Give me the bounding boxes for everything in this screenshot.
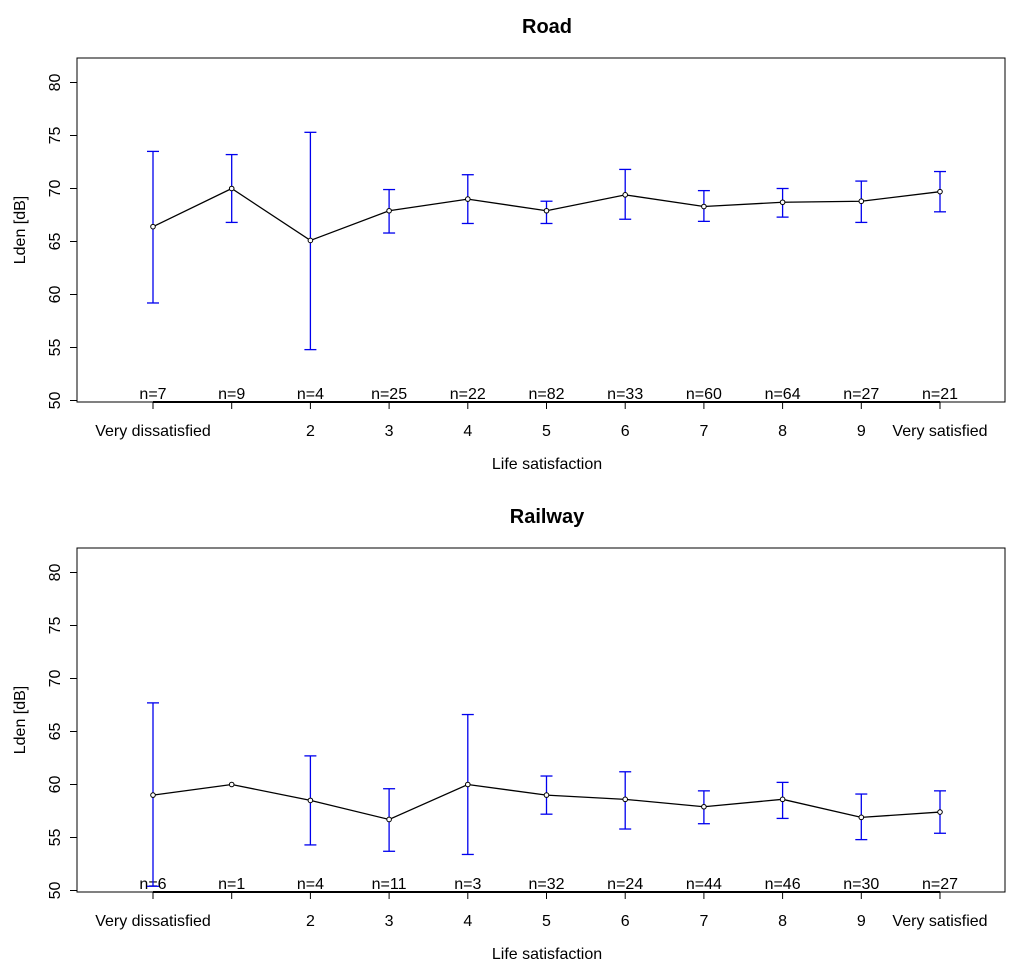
road-mean-point — [622, 192, 629, 198]
road-y-tick-label: 65 — [47, 233, 64, 251]
road-n-label: n=7 — [139, 386, 166, 403]
railway-y-axis-label: Lden [dB] — [12, 686, 29, 755]
railway-y-tick-label: 50 — [47, 882, 64, 900]
road-n-label: n=9 — [218, 386, 245, 403]
road-n-label: n=64 — [765, 386, 801, 403]
railway-n-label: n=1 — [218, 876, 245, 893]
railway-mean-point — [858, 814, 865, 821]
road-n-label: n=27 — [843, 386, 879, 403]
road-y-axis-label: Lden [dB] — [12, 196, 29, 265]
railway-panel: Railway Life satisfaction Lden [dB] 5055… — [12, 506, 1006, 963]
railway-x-tick-label: 8 — [778, 913, 787, 930]
road-x-tick-label: 9 — [857, 423, 866, 440]
road-x-tick-label: 7 — [699, 423, 708, 440]
road-x-tick-label: 2 — [306, 423, 315, 440]
railway-title: Railway — [510, 506, 585, 528]
railway-y-tick-label: 65 — [47, 723, 64, 741]
railway-plot-frame — [76, 547, 1006, 893]
road-y-tick-label: 60 — [47, 286, 64, 304]
road-y-tick-label: 80 — [47, 74, 64, 92]
railway-x-tick-label: 5 — [542, 913, 551, 930]
road-n-label: n=60 — [686, 386, 722, 403]
railway-mean-point — [228, 781, 235, 788]
road-plot-frame — [76, 57, 1006, 403]
road-x-tick-label: 5 — [542, 423, 551, 440]
road-n-label: n=25 — [371, 386, 407, 403]
railway-x-tick-label: Very dissatisfied — [95, 913, 211, 930]
road-n-label: n=33 — [607, 386, 643, 403]
railway-n-label: n=11 — [372, 876, 407, 893]
railway-x-tick-label: 6 — [621, 913, 630, 930]
railway-x-tick-label: 3 — [385, 913, 394, 930]
railway-x-tick-label: 4 — [463, 913, 472, 930]
road-x-tick-label: 8 — [778, 423, 787, 440]
railway-mean-point — [386, 816, 392, 823]
road-n-label: n=82 — [528, 386, 564, 403]
road-x-tick-label: Very dissatisfied — [95, 423, 211, 440]
railway-mean-point — [465, 781, 471, 788]
railway-mean-point — [937, 809, 943, 815]
road-y-tick-label: 70 — [47, 180, 64, 198]
road-x-tick-label: 6 — [621, 423, 630, 440]
railway-n-label: n=27 — [922, 876, 958, 893]
railway-n-label: n=44 — [686, 876, 722, 893]
road-x-axis-label: Life satisfaction — [492, 456, 602, 473]
road-mean-point — [701, 203, 707, 210]
railway-x-tick-label: 2 — [306, 913, 315, 930]
road-mean-point — [858, 198, 865, 205]
railway-n-label: n=46 — [765, 876, 801, 893]
railway-n-label: n=4 — [297, 876, 324, 893]
railway-y-tick-label: 75 — [47, 617, 64, 635]
road-mean-point — [465, 196, 471, 202]
railway-n-label: n=3 — [454, 876, 481, 893]
railway-x-tick-label: 9 — [857, 913, 866, 930]
railway-y-tick-label: 80 — [47, 564, 64, 582]
road-y-tick-label: 55 — [47, 339, 64, 357]
road-title: Road — [522, 16, 572, 38]
railway-n-label: n=24 — [607, 876, 643, 893]
road-mean-point — [543, 207, 550, 214]
road-n-label: n=21 — [922, 386, 958, 403]
road-mean-point — [386, 207, 392, 214]
road-mean-point — [937, 188, 943, 195]
railway-mean-point — [622, 796, 629, 803]
road-mean-point — [779, 199, 786, 206]
road-mean-point — [150, 223, 156, 230]
railway-mean-point — [307, 797, 314, 804]
road-n-label: n=22 — [450, 386, 486, 403]
railway-x-axis-label: Life satisfaction — [492, 946, 602, 963]
road-mean-point — [228, 185, 235, 192]
road-x-tick-label: 3 — [385, 423, 394, 440]
road-x-tick-label: 4 — [463, 423, 472, 440]
road-y-tick-label: 50 — [47, 392, 64, 410]
road-y-tick-label: 75 — [47, 127, 64, 145]
railway-y-tick-label: 55 — [47, 829, 64, 847]
railway-mean-point — [543, 792, 550, 798]
railway-x-tick-label: 7 — [699, 913, 708, 930]
railway-n-label: n=32 — [528, 876, 564, 893]
railway-y-tick-label: 60 — [47, 776, 64, 794]
railway-x-tick-label: Very satisfied — [892, 913, 987, 930]
railway-n-label: n=30 — [843, 876, 879, 893]
road-n-label: n=4 — [297, 386, 324, 403]
road-mean-point — [307, 237, 314, 244]
road-x-tick-label: Very satisfied — [892, 423, 987, 440]
railway-mean-point — [150, 792, 156, 798]
railway-mean-point — [701, 803, 707, 810]
road-panel: Road Life satisfaction Lden [dB] 50 55 60 6… — [12, 16, 1006, 473]
railway-y-tick-label: 70 — [47, 670, 64, 688]
railway-mean-point — [779, 796, 786, 803]
